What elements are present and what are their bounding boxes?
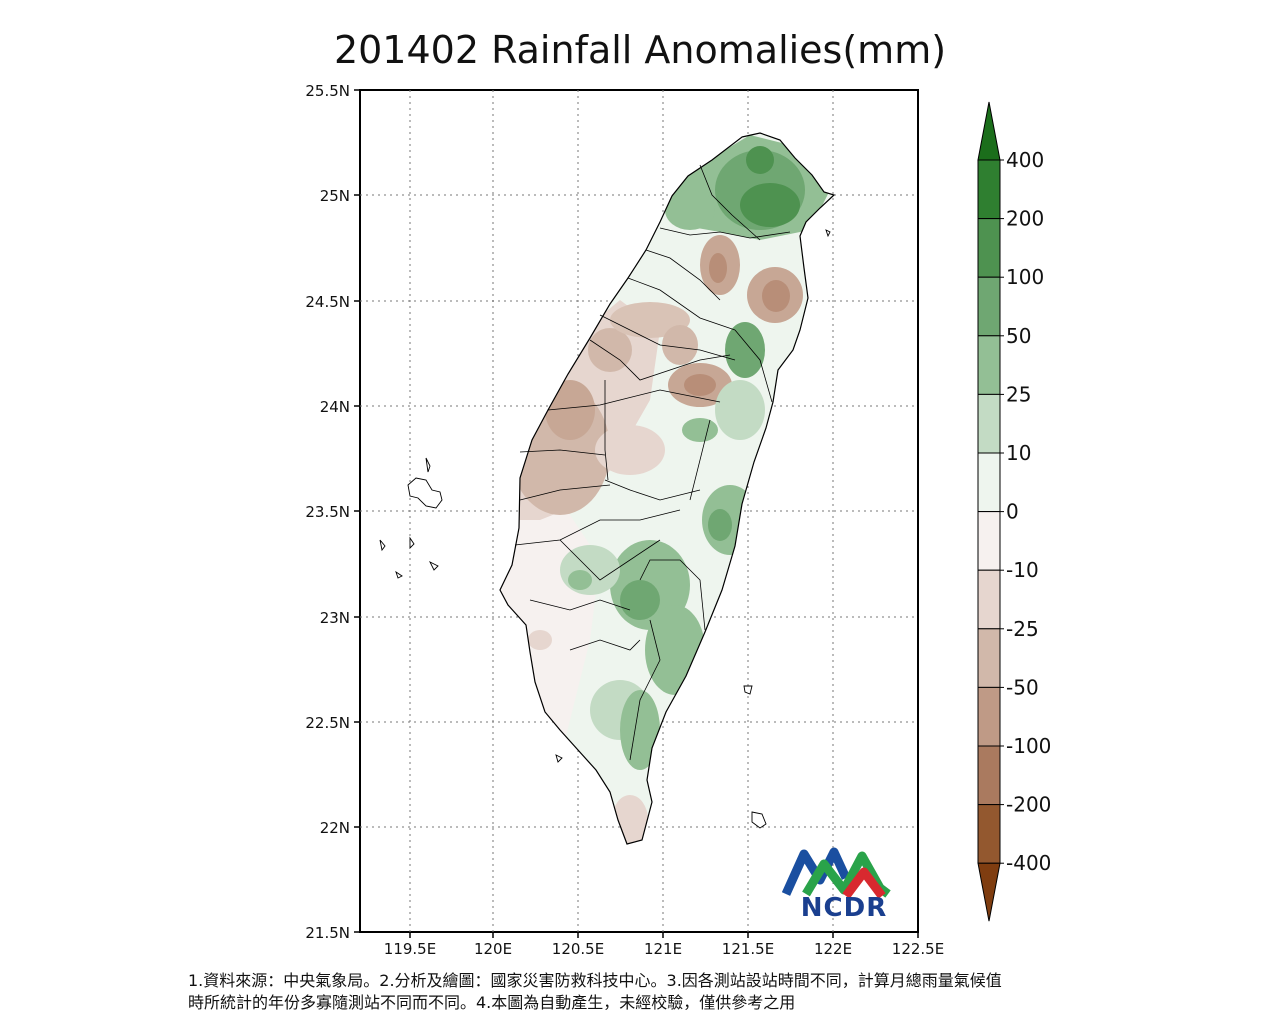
- logo-blue-stroke: [782, 847, 851, 896]
- colorbar-label: -200: [1006, 793, 1051, 817]
- lon-label: 121E: [644, 940, 682, 958]
- colorbar-label: -50: [1006, 675, 1039, 699]
- tick-marks: [354, 89, 919, 938]
- colorbar-band: [977, 686, 1001, 747]
- lat-label: 22.5N: [305, 714, 350, 732]
- colorbar-label: 10: [1006, 441, 1031, 465]
- outlying-islands: [379, 229, 831, 829]
- footnote-line: 時所統計的年份多寡隨測站不同而不同。4.本圖為自動產生，未經校驗，僅供參考之用: [188, 993, 796, 1012]
- lat-label: 22N: [320, 819, 350, 837]
- colorbar-label: -400: [1006, 851, 1051, 875]
- colorbar-label: 400: [1006, 148, 1044, 172]
- ncdr-logo: [782, 847, 891, 899]
- lon-label: 120E: [474, 940, 512, 958]
- lon-label: 119.5E: [384, 940, 436, 958]
- colorbar-top-arrow: [977, 101, 1001, 161]
- colorbar-band: [977, 628, 1001, 688]
- lat-label: 25N: [320, 187, 350, 205]
- lon-label: 120.5E: [552, 940, 604, 958]
- map-title: 201402 Rainfall Anomalies(mm): [333, 28, 947, 72]
- colorbar-band: [977, 804, 1001, 864]
- lon-label: 121.5E: [722, 940, 774, 958]
- colorbar-band: [977, 452, 1001, 513]
- colorbar-label: 50: [1006, 324, 1031, 348]
- lon-label: 122.5E: [892, 940, 944, 958]
- colorbar-band: [977, 276, 1001, 337]
- colorbar-label: -100: [1006, 734, 1051, 758]
- lat-label: 23.5N: [305, 503, 350, 521]
- lat-label: 23N: [320, 609, 350, 627]
- colorbar-label: 25: [1006, 382, 1031, 406]
- colorbar-band: [977, 511, 1001, 571]
- longitude-labels: 119.5E 120E 120.5E 121E 121.5E 122E 122.…: [384, 940, 944, 958]
- latitude-labels: 25.5N 25N 24.5N 24N 23.5N 23N 22.5N 22N …: [305, 82, 350, 942]
- colorbar-label: -10: [1006, 558, 1039, 582]
- lat-label: 25.5N: [305, 82, 350, 100]
- lat-label: 21.5N: [305, 924, 350, 942]
- colorbar-label: 100: [1006, 265, 1044, 289]
- colorbar-band: [977, 569, 1001, 630]
- colorbar-label: 200: [1006, 207, 1044, 231]
- colorbar-band: [977, 393, 1001, 454]
- lat-label: 24.5N: [305, 293, 350, 311]
- colorbar-label: 0: [1006, 500, 1019, 524]
- colorbar-band: [977, 335, 1001, 395]
- colorbar-band: [977, 218, 1001, 278]
- colorbar-bottom-arrow: [977, 862, 1001, 922]
- footnote-line: 1.資料來源：中央氣象局。2.分析及繪圖：國家災害防救科技中心。3.因各測站設站…: [188, 971, 1002, 990]
- footnotes: 1.資料來源：中央氣象局。2.分析及繪圖：國家災害防救科技中心。3.因各測站設站…: [188, 970, 1002, 1014]
- ncdr-logo-text: NCDR: [800, 893, 888, 923]
- lon-label: 122E: [814, 940, 852, 958]
- logo-red-stroke: [842, 867, 886, 899]
- colorbar-label: -25: [1006, 617, 1039, 641]
- colorbar-band: [977, 159, 1001, 220]
- colorbar-band: [977, 745, 1001, 806]
- lat-label: 24N: [320, 398, 350, 416]
- county-boundaries: [514, 164, 791, 761]
